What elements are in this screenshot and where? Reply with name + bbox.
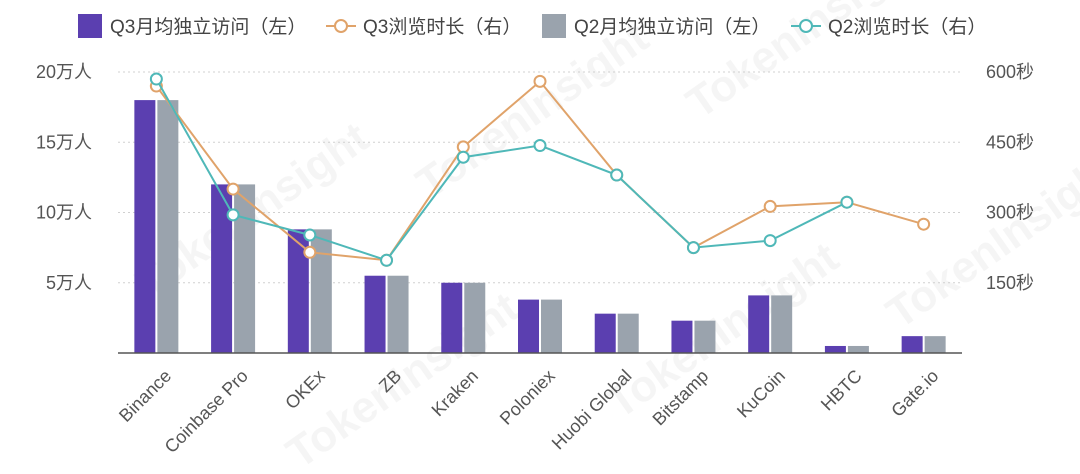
bars <box>134 100 946 353</box>
q2-duration-line <box>155 78 848 262</box>
q3-bar-poloniex <box>518 299 539 353</box>
q2-duration-point <box>303 228 317 242</box>
category-label: HBTC <box>817 366 866 415</box>
lines <box>149 72 931 267</box>
right-tick-label: 600秒 <box>986 62 1034 82</box>
q2-bar-poloniex <box>541 299 562 353</box>
left-tick-label: 20万人 <box>36 62 92 82</box>
q2-bar-huobi-global <box>617 313 639 353</box>
q3-duration-point <box>763 199 777 213</box>
q2-bar-hbtc <box>847 345 869 353</box>
q2-bar-coinbase-pro <box>234 184 256 353</box>
q3-duration-point <box>533 74 547 88</box>
right-tick-label: 300秒 <box>986 203 1034 223</box>
legend-item-q3-duration[interactable]: Q3浏览时长（右） <box>326 16 521 38</box>
left-tick-label: 5万人 <box>46 273 92 293</box>
category-label: Gate.io <box>887 366 942 421</box>
q2-duration-point <box>533 139 547 153</box>
legend-swatch-q3-bar <box>78 14 102 38</box>
legend-item-q2-visitors[interactable]: Q2月均独立访问（左） <box>542 14 770 38</box>
q3-bar-zb <box>364 275 386 353</box>
q2-duration-point <box>763 234 777 248</box>
right-tick-label: 450秒 <box>986 132 1034 152</box>
q3-bar-huobi-global <box>594 313 616 353</box>
legend-swatch-q2-bar <box>542 14 566 38</box>
q3-bar-gate-io <box>901 336 923 353</box>
q2-bar-kucoin <box>771 295 793 353</box>
q3-bar-hbtc <box>824 345 846 353</box>
q2-bar-zb <box>387 275 409 353</box>
category-label: KuCoin <box>733 366 789 422</box>
legend-item-q3-visitors[interactable]: Q3月均独立访问（左） <box>78 14 306 38</box>
left-tick-label: 10万人 <box>36 203 92 223</box>
q3-duration-point <box>917 217 931 231</box>
q2-duration-point <box>840 195 854 209</box>
q2-duration-point <box>610 168 624 182</box>
right-tick-label: 150秒 <box>986 273 1034 293</box>
q3-bar-binance <box>134 100 156 353</box>
q3-bar-bitstamp <box>671 320 693 353</box>
q2-bar-gate-io <box>924 336 946 353</box>
q2-bar-okex <box>310 229 332 353</box>
category-label: OKEx <box>281 366 328 413</box>
legend-label-q3-visitors: Q3月均独立访问（左） <box>110 16 306 38</box>
legend-label-q2-visitors: Q2月均独立访问（左） <box>574 16 770 38</box>
left-tick-label: 15万人 <box>36 132 92 152</box>
q2-bar-kraken <box>464 282 486 353</box>
watermark-text: TokenInsight <box>878 143 1080 338</box>
q3-bar-kraken <box>441 282 463 353</box>
legend-label-q3-duration: Q3浏览时长（右） <box>363 16 521 38</box>
q2-bar-bitstamp <box>694 320 716 353</box>
q3-duration-point <box>303 245 317 259</box>
q3-bar-okex <box>287 229 309 353</box>
q2-duration-point <box>149 72 163 86</box>
q2-bar-binance <box>157 100 179 353</box>
q3-bar-coinbase-pro <box>211 184 233 353</box>
q2-duration-point <box>456 150 470 164</box>
right-axis-ticks: 150秒 300秒 450秒 600秒 <box>986 62 1034 293</box>
legend-marker-q3-line <box>334 19 348 33</box>
q2-duration-point <box>226 208 240 222</box>
category-label: Binance <box>115 366 175 426</box>
q3-duration-point <box>226 182 240 196</box>
left-axis-ticks: 5万人 10万人 15万人 20万人 <box>36 62 92 293</box>
category-label: Poloniex <box>496 366 559 429</box>
legend-item-q2-duration[interactable]: Q2浏览时长（右） <box>791 16 986 38</box>
q2-duration-point <box>686 241 700 255</box>
legend-label-q2-duration: Q2浏览时长（右） <box>828 16 986 38</box>
q2-duration-point <box>380 253 394 267</box>
q3-bar-kucoin <box>748 295 770 353</box>
legend: Q3月均独立访问（左） Q3浏览时长（右） Q2月均独立访问（左） Q2浏览时长… <box>78 14 986 38</box>
legend-marker-q2-line <box>799 19 813 33</box>
